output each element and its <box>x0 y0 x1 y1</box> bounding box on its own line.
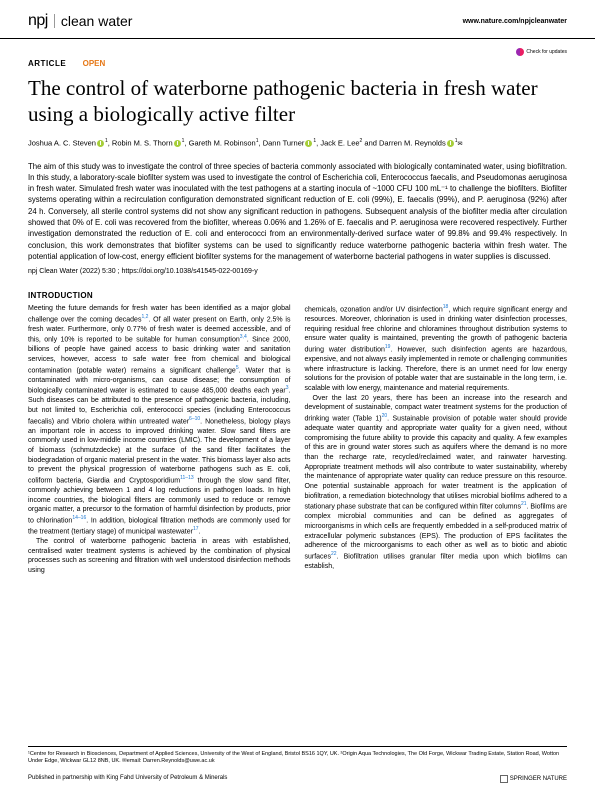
body-paragraph: Over the last 20 years, there has been a… <box>305 394 568 572</box>
orcid-icon[interactable] <box>305 140 312 147</box>
author: Jack E. Lee <box>320 138 359 147</box>
journal-logo: npj clean water <box>28 12 132 30</box>
journal-url[interactable]: www.nature.com/npjcleanwater <box>463 18 567 25</box>
column-left: Meeting the future demands for fresh wat… <box>28 304 291 575</box>
citation-ref[interactable]: 14–16 <box>72 515 86 521</box>
body-paragraph: Meeting the future demands for fresh wat… <box>28 304 291 537</box>
orcid-icon[interactable] <box>447 140 454 147</box>
article-content: ARTICLE OPEN The control of waterborne p… <box>0 39 595 576</box>
logo-divider <box>54 14 55 28</box>
affiliation-marker: 1 <box>105 138 108 144</box>
body-paragraph: The control of waterborne pathogenic bac… <box>28 537 291 576</box>
author: Darren M. Reynolds <box>379 138 446 147</box>
affiliation-marker: 1 <box>313 138 316 144</box>
author: Robin M. S. Thorn <box>112 138 173 147</box>
citation-ref[interactable]: 3,4 <box>240 334 247 340</box>
publisher-logo: SPRINGER NATURE <box>500 775 567 783</box>
author: Dann Turner <box>263 138 305 147</box>
article-title: The control of waterborne pathogenic bac… <box>28 75 567 128</box>
check-updates-badge[interactable]: Check for updates <box>516 48 567 56</box>
article-type-label: ARTICLE <box>28 59 66 68</box>
citation-line: npj Clean Water (2022) 5:30 ; https://do… <box>28 268 567 275</box>
author: Joshua A. C. Steven <box>28 138 96 147</box>
affiliations-block: ¹Centre for Research in Biosciences, Dep… <box>28 746 567 765</box>
open-access-badge: OPEN <box>83 59 106 68</box>
footer-partnership: Published in partnership with King Fahd … <box>28 775 227 783</box>
affiliation-marker: 1 <box>182 138 185 144</box>
author: Gareth M. Robinson <box>189 138 256 147</box>
author-list: Joshua A. C. Steven1, Robin M. S. Thorn1… <box>28 138 567 149</box>
citation-ref[interactable]: 6–10 <box>189 416 200 422</box>
logo-journal-name: clean water <box>61 13 133 29</box>
orcid-icon[interactable] <box>97 140 104 147</box>
orcid-icon[interactable] <box>174 140 181 147</box>
logo-prefix: npj <box>28 12 48 30</box>
page-header: npj clean water www.nature.com/npjcleanw… <box>0 0 595 39</box>
springer-icon <box>500 775 508 783</box>
column-right: chemicals, ozonation and/or UV disinfect… <box>305 304 568 575</box>
affiliation-marker: 2 <box>360 138 363 144</box>
article-meta-row: ARTICLE OPEN <box>28 53 567 71</box>
citation-ref[interactable]: 11–13 <box>180 475 194 481</box>
affiliation-marker: 1 <box>256 138 259 144</box>
body-paragraph: chemicals, ozonation and/or UV disinfect… <box>305 304 568 394</box>
corresponding-icon: ✉ <box>458 141 463 147</box>
crossmark-icon <box>516 48 524 56</box>
section-heading: INTRODUCTION <box>28 291 567 300</box>
abstract-text: The aim of this study was to investigate… <box>28 161 567 263</box>
check-updates-label: Check for updates <box>526 49 567 55</box>
body-columns: Meeting the future demands for fresh wat… <box>28 304 567 575</box>
page-footer: Published in partnership with King Fahd … <box>28 775 567 783</box>
publisher-name: SPRINGER NATURE <box>510 776 567 782</box>
